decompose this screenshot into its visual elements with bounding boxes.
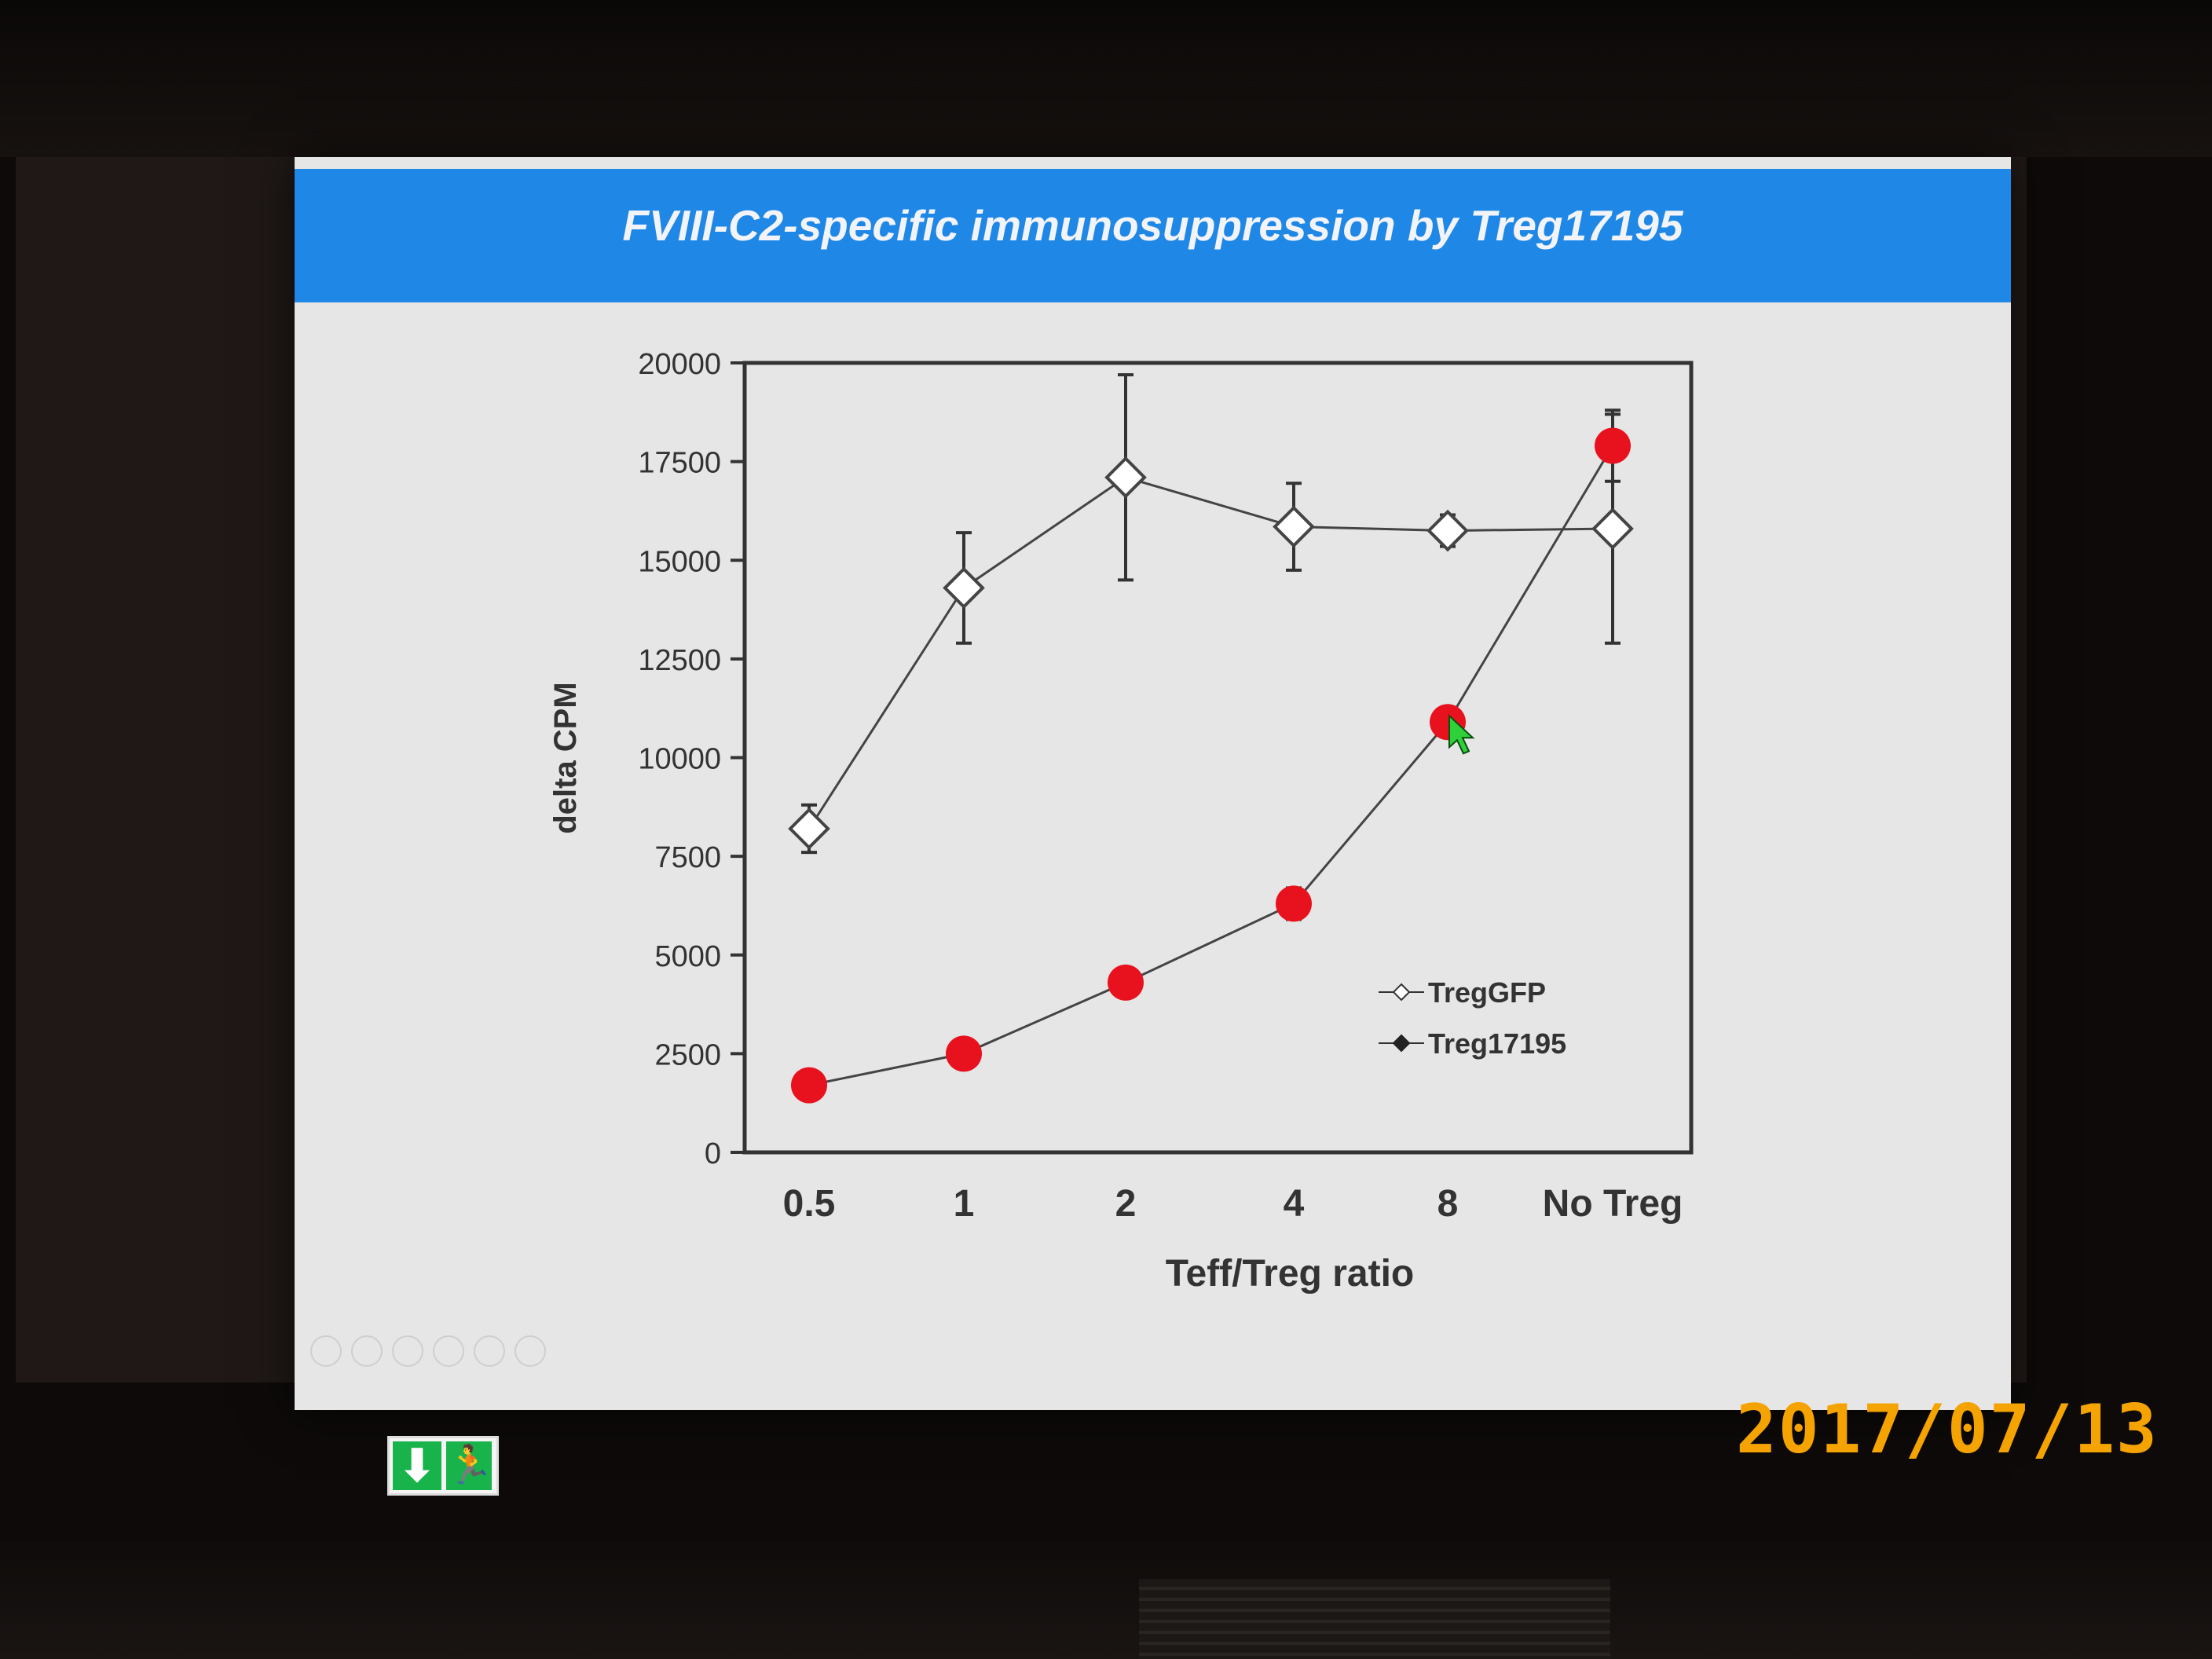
camera-date-stamp: 2017/07/13 xyxy=(1736,1390,2159,1469)
room-floor xyxy=(0,1540,2212,1659)
y-tick-label: 5000 xyxy=(654,940,721,973)
legend-open-diamond-icon xyxy=(1392,983,1411,1002)
y-tick-label: 17500 xyxy=(638,447,721,480)
y-tick-label: 15000 xyxy=(638,545,721,578)
pen-icon[interactable] xyxy=(392,1335,423,1367)
slide-title: FVIII-C2-specific immunosuppression by T… xyxy=(622,201,1683,250)
line-chart: 0 2500 5000 7500 10000 12500 15000 17500 20000 0… xyxy=(548,348,1694,1295)
title-banner xyxy=(295,169,2011,302)
data-point-treg17195 xyxy=(1595,427,1631,464)
down-arrow-icon: ⬇ xyxy=(393,1441,441,1490)
data-point-treg17195 xyxy=(791,1067,827,1104)
y-tick-label: 2500 xyxy=(654,1038,721,1071)
data-point-treg17195 xyxy=(1108,964,1144,1001)
x-tick-label: 8 xyxy=(1437,1183,1459,1225)
y-tick-label: 20000 xyxy=(638,348,721,381)
next-slide-icon[interactable] xyxy=(351,1335,383,1367)
exit-sign-icon: ⬇ 🏃 xyxy=(387,1436,499,1496)
legend-label-treggfp: TregGFP xyxy=(1428,976,1546,1009)
slideshow-toolbar xyxy=(310,1335,546,1370)
x-tick-label: 4 xyxy=(1284,1183,1305,1225)
legend: TregGFP Treg17195 xyxy=(1379,976,1566,1060)
x-tick-label: No Treg xyxy=(1543,1183,1683,1225)
previous-slide-icon[interactable] xyxy=(310,1335,342,1367)
x-tick-label: 0.5 xyxy=(783,1183,836,1225)
x-tick-label: 2 xyxy=(1115,1183,1137,1225)
y-tick-label: 12500 xyxy=(638,644,721,677)
legend-filled-diamond-icon xyxy=(1392,1034,1411,1053)
mouse-pointer-icon xyxy=(1448,713,1475,755)
data-point-treggfp xyxy=(1591,507,1634,550)
series-layer xyxy=(788,373,1634,1104)
y-axis: 0 2500 5000 7500 10000 12500 15000 17500 20000 xyxy=(638,348,745,1170)
data-point-treggfp xyxy=(1426,509,1469,552)
zoom-icon[interactable] xyxy=(474,1335,505,1367)
running-person-icon: 🏃 xyxy=(446,1441,493,1490)
more-options-icon[interactable] xyxy=(515,1335,546,1367)
y-tick-label: 7500 xyxy=(654,841,721,874)
x-tick-label: 1 xyxy=(954,1183,975,1225)
legend-label-treg17195: Treg17195 xyxy=(1428,1027,1566,1060)
y-tick-label: 0 xyxy=(705,1137,721,1170)
floor-grille xyxy=(1139,1579,1610,1659)
data-point-treggfp xyxy=(788,808,830,850)
data-point-treg17195 xyxy=(1276,885,1312,922)
series-line-treg17195 xyxy=(808,445,1614,1087)
x-axis: 0.5 1 2 4 8 No Treg xyxy=(783,1183,1683,1225)
x-axis-label: Teff/Treg ratio xyxy=(1166,1253,1414,1295)
data-point-treggfp xyxy=(943,566,985,610)
room-ceiling xyxy=(0,0,2212,157)
slides-grid-icon[interactable] xyxy=(433,1335,464,1367)
data-point-treg17195 xyxy=(946,1035,982,1072)
projected-slide: FVIII-C2-specific immunosuppression by T… xyxy=(295,157,2011,1410)
data-point-treggfp xyxy=(1104,456,1147,499)
y-tick-label: 10000 xyxy=(638,743,721,776)
y-axis-label: delta CPM xyxy=(548,682,583,833)
data-point-treggfp xyxy=(1273,505,1315,548)
series-line-treggfp xyxy=(808,476,1613,830)
